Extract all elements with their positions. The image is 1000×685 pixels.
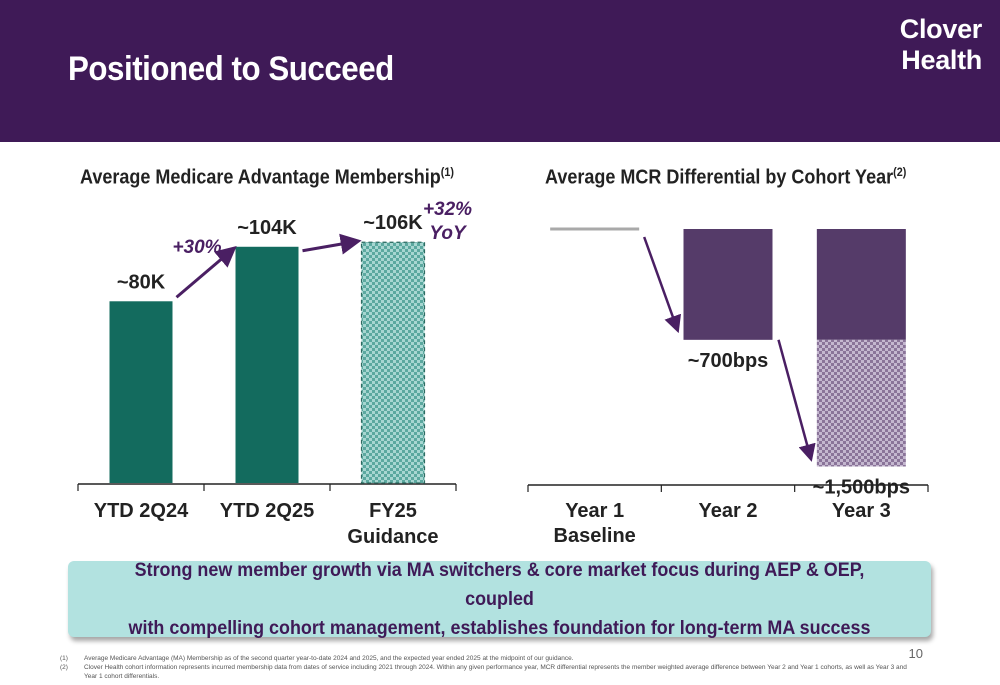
footnote-2: (2) Clover Health cohort information rep… [60,663,920,681]
x-tick-label: Guidance [347,526,438,548]
x-tick-label: Year 2 [699,500,758,522]
bar-year-3-segment-2 [816,339,906,467]
membership-chart-title-text: Average Medicare Advantage Membership [80,166,441,189]
bar-year-2-segment-1 [683,229,773,340]
footnotes: (1) Average Medicare Advantage (MA) Memb… [60,654,920,681]
x-tick-label: Baseline [554,525,636,547]
membership-chart: ~80K YTD 2Q24 ~104K YTD 2Q25 ~106K FY25 Guidan… [77,199,472,548]
logo-line-1: Clover [899,14,983,44]
growth-arrow [175,246,237,299]
x-tick-label: YTD 2Q24 [94,500,189,522]
clover-health-logo: Clover Health [899,14,983,76]
growth-arrow [302,233,362,255]
x-tick-label: FY25 [369,500,417,522]
data-label: ~700bps [688,350,769,372]
bar-ytd-2q24 [109,301,173,483]
page-title: Positioned to Succeed [68,50,394,88]
bar-year-3-segment-1 [816,229,906,340]
callout-line-1: Strong new member growth via MA switcher… [134,558,865,610]
logo-line-2: Health [901,45,982,75]
data-label: ~106K [363,212,423,234]
mcr-chart-title-text: Average MCR Differential by Cohort Year [545,166,894,189]
growth-label: +30% [172,237,221,258]
step-arrow [642,236,682,334]
x-tick-label: YTD 2Q25 [220,500,314,522]
footnote-2-number: (2) [60,664,68,671]
membership-chart-footnote-ref: (1) [440,165,455,179]
mcr-differential-chart: Year 1 Baseline ~700bps Year 2 ~1,500bpsYear… [527,227,929,547]
data-label: ~1,500bps [813,477,910,499]
step-arrow [777,339,816,462]
footnote-2-text: Clover Health cohort information represe… [84,664,907,680]
header-banner: Positioned to Succeed Clover Health [0,0,1000,142]
bar-ytd-2q25 [235,246,299,483]
footnote-1: (1) Average Medicare Advantage (MA) Memb… [60,654,920,663]
bar-fy25-guidance [360,241,426,484]
key-message-callout: Strong new member growth via MA switcher… [68,558,931,639]
callout-line-2: with compelling cohort management, estab… [128,616,871,639]
page-number: 10 [908,646,923,661]
growth-label: YoY [429,223,468,244]
growth-label: +32% [423,199,472,220]
mcr-chart-title: Average MCR Differential by Cohort Year(… [545,165,906,190]
x-tick-label: Year 3 [832,500,891,522]
footnote-1-text: Average Medicare Advantage (MA) Membersh… [84,655,574,662]
membership-chart-title: Average Medicare Advantage Membership(1) [80,165,454,190]
data-label: ~104K [237,217,297,239]
data-label: ~80K [117,271,166,293]
mcr-chart-footnote-ref: (2) [893,165,907,179]
footnote-1-number: (1) [60,655,68,662]
x-tick-label: Year 1 [565,500,624,522]
